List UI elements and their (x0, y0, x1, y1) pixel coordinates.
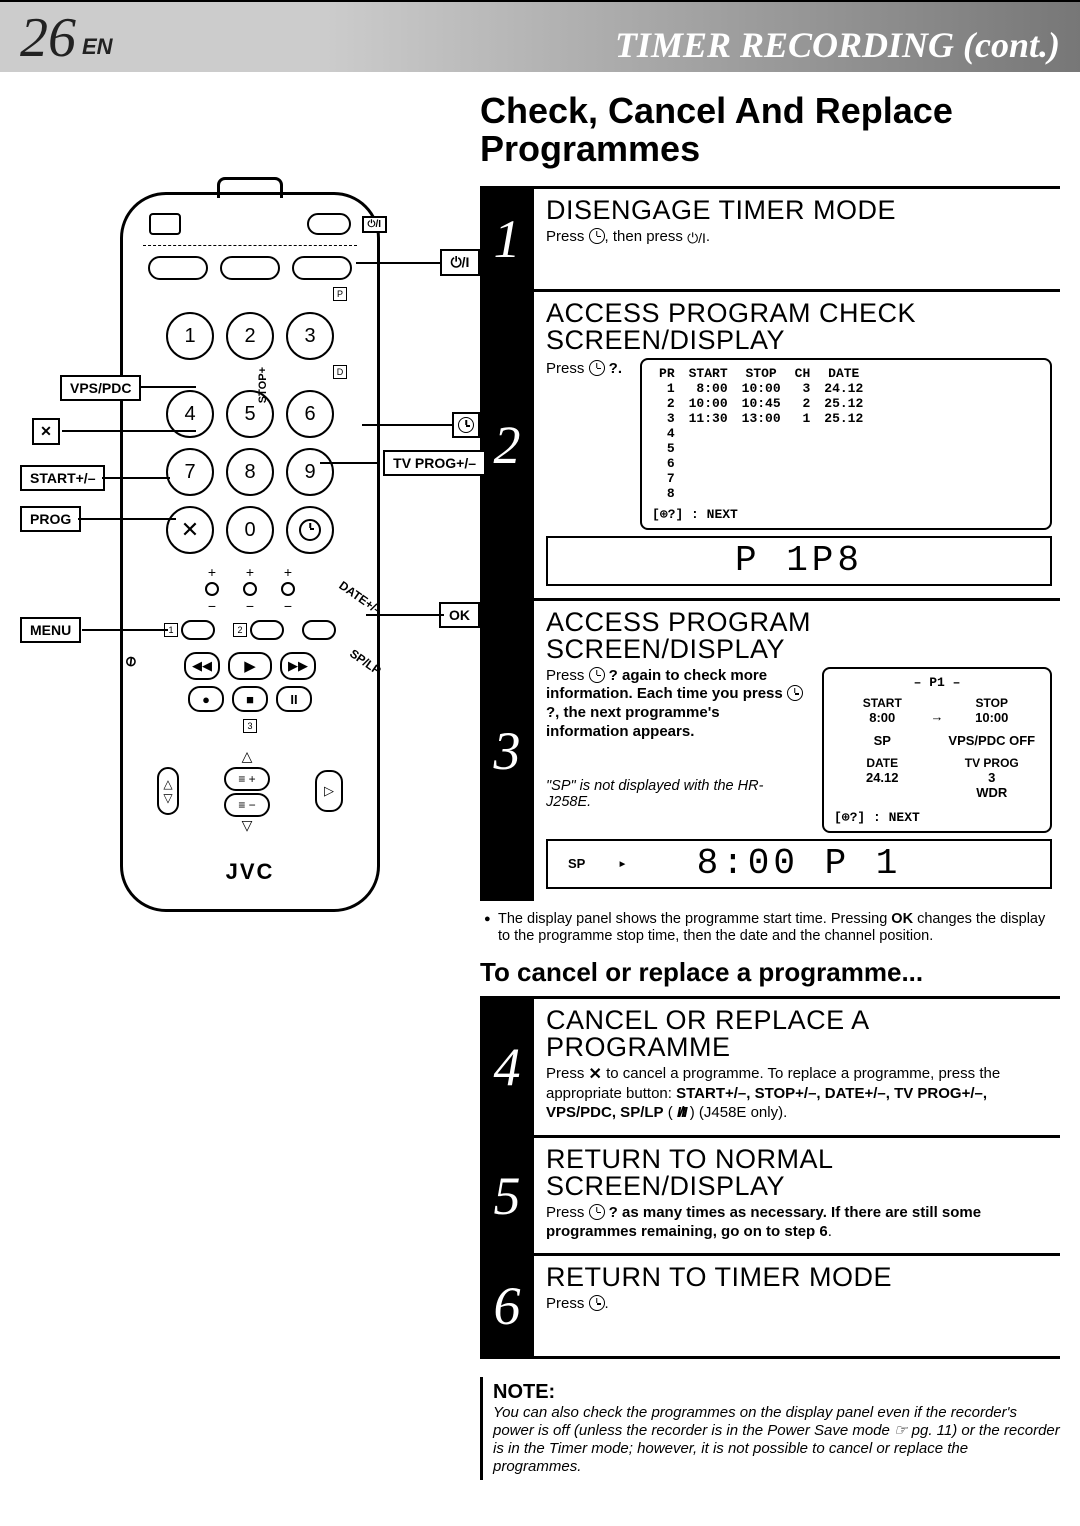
tvprog-label: TV PROG+/– (383, 450, 486, 476)
digit-2: 2 (226, 312, 274, 360)
step-1-heading: DISENGAGE TIMER MODE (546, 197, 1052, 224)
stop-plus-label: STOP+ (257, 367, 269, 403)
page-header: 26 EN TIMER RECORDING (cont.) (0, 0, 1080, 72)
screen3-footer: [⊕?] : NEXT (834, 810, 1040, 825)
step-1-text: Press , then press ⏻/I. (546, 228, 1052, 248)
post-step3-note: The display panel shows the programme st… (480, 911, 1060, 946)
step-4-heading: CANCEL OR REPLACE A PROGRAMME (546, 1007, 1052, 1061)
digit-0: 0 (226, 506, 274, 554)
note-text: You can also check the programmes on the… (493, 1404, 1060, 1476)
step-5-number: 5 (480, 1138, 534, 1254)
digit-3: 3 (286, 312, 334, 360)
step-6-number: 6 (480, 1256, 534, 1356)
step-4-number: 4 (480, 999, 534, 1135)
x-icon: ✕ (589, 1066, 602, 1083)
menu-label: MENU (20, 617, 81, 643)
note-block: NOTE: You can also check the programmes … (480, 1377, 1060, 1480)
step-3: 3 ACCESS PROGRAM SCREEN/DISPLAY Press ? … (480, 598, 1060, 901)
step-5: 5 RETURN TO NORMAL SCREEN/DISPLAY Press … (480, 1135, 1060, 1254)
screen3-title: – P1 – (834, 675, 1040, 690)
vps-label: VPS/PDC (60, 375, 141, 401)
ok-label: OK (439, 602, 480, 628)
program-check-screen: PRSTARTSTOPCHDATE 18:0010:00324.12 210:0… (640, 358, 1052, 530)
step-3-number: 3 (480, 601, 534, 901)
play-icon: ▸ (618, 854, 631, 873)
timer-icon (589, 667, 605, 683)
timer-icon (589, 228, 605, 244)
remote-illustration: ⏻/I P 123 D 456 789 ✕0 STOP+ +− +− +− (20, 92, 480, 912)
step-6-text: Press . (546, 1295, 1052, 1314)
screen2-footer: [⊕?] : NEXT (652, 507, 1040, 522)
program-detail-screen: – P1 – START8:00 → STOP10:00 SP VPS/PDC … (822, 667, 1052, 833)
step-2-number: 2 (480, 292, 534, 598)
section-title: Check, Cancel And Replace Programmes (480, 92, 1060, 168)
digit-8: 8 (226, 448, 274, 496)
power-label: ⏻/I (362, 216, 387, 233)
step-2-text: Press ?. (546, 358, 622, 379)
step-4: 4 CANCEL OR REPLACE A PROGRAMME Press ✕ … (480, 996, 1060, 1135)
digit-7: 7 (166, 448, 214, 496)
digit-9: 9 (286, 448, 334, 496)
digit-6: 6 (286, 390, 334, 438)
step-6: 6 RETURN TO TIMER MODE Press . (480, 1253, 1060, 1359)
step-3-heading: ACCESS PROGRAM SCREEN/DISPLAY (546, 609, 1052, 663)
step-1-number: 1 (480, 189, 534, 289)
step-3-text: Press ? again to check more information.… (546, 667, 806, 742)
lcd-display-1: P 1P8 (546, 536, 1052, 586)
power-callout: ⏻/I (440, 249, 480, 276)
step-2-heading: ACCESS PROGRAM CHECK SCREEN/DISPLAY (546, 300, 1052, 354)
digit-1: 1 (166, 312, 214, 360)
step-1: 1 DISENGAGE TIMER MODE Press , then pres… (480, 186, 1060, 289)
step-3-note: "SP" is not displayed with the HR-J258E. (546, 778, 806, 810)
timer-icon (589, 360, 605, 376)
brand-logo: JVC (226, 859, 275, 885)
power-icon: ⏻/I (687, 230, 706, 248)
prog-label: PROG (20, 506, 81, 532)
step-5-text: Press ? as many times as necessary. If t… (546, 1204, 1052, 1242)
timer-icon (589, 1204, 605, 1220)
timer-icon (589, 1295, 605, 1311)
tape-icon: I/II (677, 1104, 686, 1123)
step-4-text: Press ✕ to cancel a programme. To replac… (546, 1065, 1052, 1123)
page-number: 26 (20, 6, 76, 70)
cancel-subtitle: To cancel or replace a programme... (480, 957, 1060, 988)
timer-icon (787, 685, 803, 701)
header-title: TIMER RECORDING (cont.) (615, 24, 1060, 66)
program-table: PRSTARTSTOPCHDATE 18:0010:00324.12 210:0… (652, 366, 870, 501)
step-5-heading: RETURN TO NORMAL SCREEN/DISPLAY (546, 1146, 1052, 1200)
page-lang: EN (82, 34, 113, 60)
step-6-heading: RETURN TO TIMER MODE (546, 1264, 1052, 1291)
lcd-display-2: SP ▸ 8:00 P 1 (546, 839, 1052, 889)
note-heading: NOTE: (493, 1381, 1060, 1404)
step-2: 2 ACCESS PROGRAM CHECK SCREEN/DISPLAY Pr… (480, 289, 1060, 598)
start-label: START+/– (20, 465, 105, 491)
lcd2-sp: SP (568, 856, 585, 871)
